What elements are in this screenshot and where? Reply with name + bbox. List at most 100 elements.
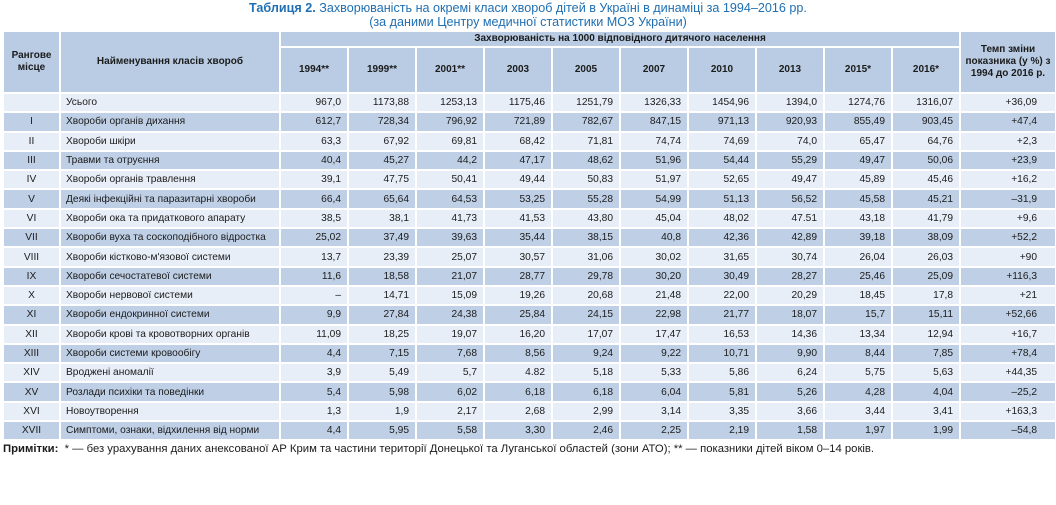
value-cell: 14,36	[757, 325, 823, 343]
value-cell: 18,45	[825, 286, 891, 305]
value-cell: 13,34	[825, 325, 891, 343]
table-row: VII Хвороби вуха та соскоподібного відрос…	[4, 229, 1055, 247]
value-cell: 9,24	[553, 344, 619, 363]
value-cell: 47.51	[757, 209, 823, 228]
value-cell: 1394,0	[757, 94, 823, 112]
value-cell: 8,56	[485, 344, 551, 363]
value-cell: 21,77	[689, 306, 755, 324]
morbidity-table: Рангове місце Найменування класів хвороб…	[2, 30, 1056, 441]
value-cell: 38,15	[553, 229, 619, 247]
caption-line-1: Таблиця 2. Захворюваність на окремі клас…	[0, 1, 1056, 15]
value-cell: 782,67	[553, 113, 619, 131]
header-year: 2010	[689, 48, 755, 92]
rank-cell: XII	[4, 325, 59, 343]
rate-cell: –54,8	[961, 422, 1055, 440]
rate-cell: +36,09	[961, 94, 1055, 112]
value-cell: 5,95	[349, 422, 415, 440]
value-cell: 74,69	[689, 132, 755, 150]
table-row: XIII Хвороби системи кровообігу 4,4 7,15 7,6…	[4, 344, 1055, 363]
value-cell: 3,14	[621, 402, 687, 421]
value-cell: 50,06	[893, 151, 959, 170]
rank-cell: VI	[4, 209, 59, 228]
value-cell: 30,49	[689, 267, 755, 285]
header-rate: Темп зміни показника (у %) з 1994 до 201…	[961, 32, 1055, 92]
value-cell: 21,07	[417, 267, 483, 285]
disease-class-cell: Хвороби органів травлення	[61, 171, 279, 189]
rate-cell: –25,2	[961, 383, 1055, 401]
value-cell: 18,25	[349, 325, 415, 343]
value-cell: 3,9	[281, 364, 347, 382]
value-cell: 2,46	[553, 422, 619, 440]
value-cell: 45,58	[825, 190, 891, 208]
value-cell: 11,09	[281, 325, 347, 343]
value-cell: 47,75	[349, 171, 415, 189]
value-cell: 15,09	[417, 286, 483, 305]
value-cell: 2,99	[553, 402, 619, 421]
header-rank: Рангове місце	[4, 32, 59, 92]
notes-label: Примітки:	[3, 443, 59, 456]
disease-class-cell: Хвороби ендокринної системи	[61, 306, 279, 324]
rank-cell: XIV	[4, 364, 59, 382]
rank-cell: XIII	[4, 344, 59, 363]
disease-class-cell: Хвороби вуха та соскоподібного відростка	[61, 229, 279, 247]
value-cell: 47,17	[485, 151, 551, 170]
rank-cell: V	[4, 190, 59, 208]
rank-cell: II	[4, 132, 59, 150]
value-cell: 6,02	[417, 383, 483, 401]
rate-cell: +44,35	[961, 364, 1055, 382]
caption-text: Захворюваність на окремі класи хвороб ді…	[319, 1, 807, 15]
value-cell: 6,24	[757, 364, 823, 382]
value-cell: 5,86	[689, 364, 755, 382]
value-cell: 74,0	[757, 132, 823, 150]
value-cell: 13,7	[281, 248, 347, 266]
value-cell: 5,63	[893, 364, 959, 382]
value-cell: 6,18	[553, 383, 619, 401]
value-cell: 69,81	[417, 132, 483, 150]
value-cell: 1,99	[893, 422, 959, 440]
value-cell: 53,25	[485, 190, 551, 208]
value-cell: 1274,76	[825, 94, 891, 112]
value-cell: 9,90	[757, 344, 823, 363]
value-cell: 2,68	[485, 402, 551, 421]
value-cell: 22,00	[689, 286, 755, 305]
value-cell: 5,7	[417, 364, 483, 382]
value-cell: 25,07	[417, 248, 483, 266]
table-row: XVI Новоутворення 1,3 1,9 2,17 2,68 2,99 3,14 3,…	[4, 402, 1055, 421]
value-cell: 35,44	[485, 229, 551, 247]
value-cell: 17,07	[553, 325, 619, 343]
value-cell: 9,9	[281, 306, 347, 324]
value-cell: 54,44	[689, 151, 755, 170]
value-cell: 4,04	[893, 383, 959, 401]
header-name: Найменування класів хвороб	[61, 32, 279, 92]
value-cell: 1,3	[281, 402, 347, 421]
value-cell: 17,47	[621, 325, 687, 343]
value-cell: 30,57	[485, 248, 551, 266]
table-caption: Таблиця 2. Захворюваність на окремі клас…	[0, 0, 1056, 30]
value-cell: 18,58	[349, 267, 415, 285]
value-cell: 5,4	[281, 383, 347, 401]
disease-class-cell: Травми та отруєння	[61, 151, 279, 170]
value-cell: 25,09	[893, 267, 959, 285]
value-cell: 30,02	[621, 248, 687, 266]
value-cell: 67,92	[349, 132, 415, 150]
rate-cell: +47,4	[961, 113, 1055, 131]
disease-class-cell: Розлади психіки та поведінки	[61, 383, 279, 401]
rate-cell: +163,3	[961, 402, 1055, 421]
value-cell: 3,30	[485, 422, 551, 440]
value-cell: 37,49	[349, 229, 415, 247]
value-cell: 45,89	[825, 171, 891, 189]
disease-class-cell: Хвороби системи кровообігу	[61, 344, 279, 363]
value-cell: 19,07	[417, 325, 483, 343]
rank-cell: XVI	[4, 402, 59, 421]
value-cell: 3,66	[757, 402, 823, 421]
value-cell: 56,52	[757, 190, 823, 208]
value-cell: 967,0	[281, 94, 347, 112]
disease-class-cell: Усього	[61, 94, 279, 112]
value-cell: 16,53	[689, 325, 755, 343]
value-cell: 45,46	[893, 171, 959, 189]
value-cell: 4,28	[825, 383, 891, 401]
value-cell: 721,89	[485, 113, 551, 131]
rate-cell: –31,9	[961, 190, 1055, 208]
header-year: 2015*	[825, 48, 891, 92]
value-cell: 43,80	[553, 209, 619, 228]
